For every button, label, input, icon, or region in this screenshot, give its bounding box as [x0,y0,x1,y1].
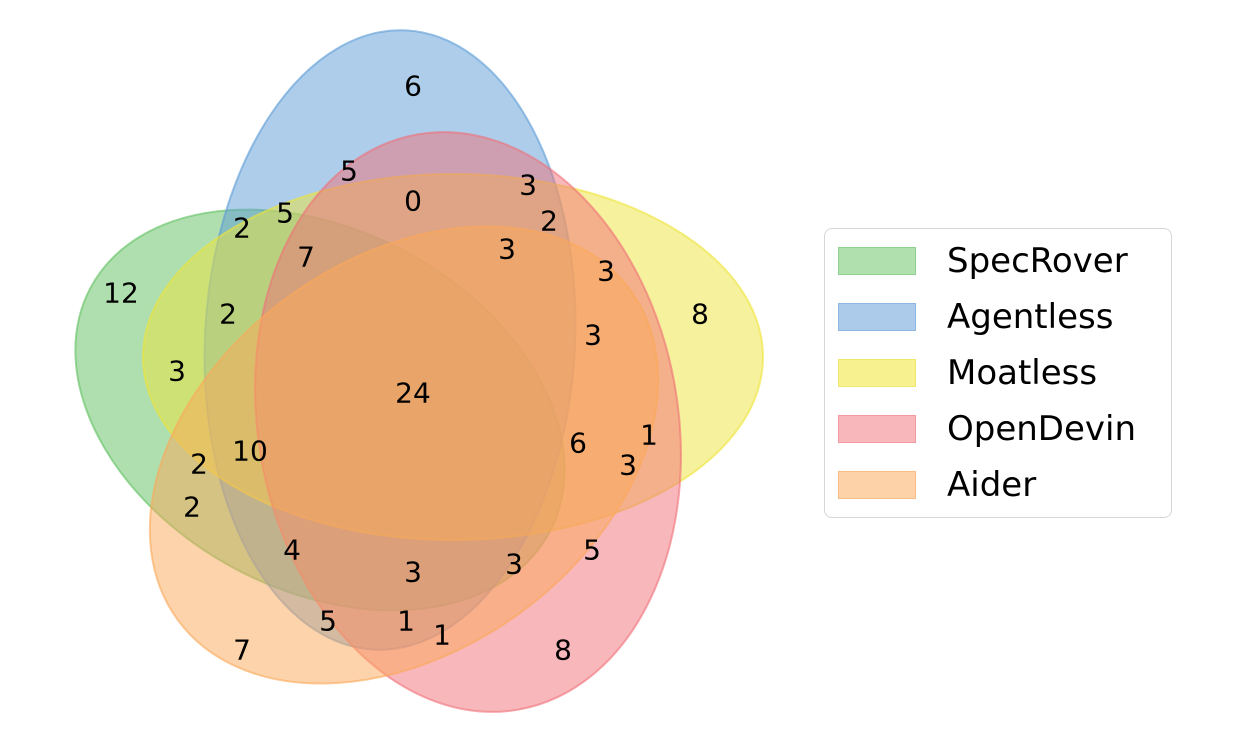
region-count-label: 3 [498,233,516,266]
legend-item-specrover: SpecRover [838,241,1128,281]
legend-label-aider: Aider [947,465,1037,505]
region-count-label: 3 [168,355,186,388]
legend-item-opendevin: OpenDevin [838,409,1136,449]
legend-item-moatless: Moatless [838,353,1097,393]
legend-label-opendevin: OpenDevin [947,409,1137,449]
region-count-label: 12 [103,277,139,310]
region-count-label: 4 [283,534,301,567]
region-count-label: 1 [433,619,451,652]
legend-item-aider: Aider [838,465,1036,505]
region-count-label: 24 [395,377,431,410]
region-count-label: 1 [640,419,658,452]
region-count-label: 7 [233,634,251,667]
legend-label-specrover: SpecRover [947,241,1128,281]
legend-swatch-opendevin [838,415,916,443]
region-count-label: 0 [404,185,422,218]
region-count-label: 3 [597,255,615,288]
region-count-label: 3 [619,449,637,482]
region-count-label: 2 [540,205,558,238]
region-count-label: 5 [276,197,294,230]
region-count-label: 5 [583,534,601,567]
legend-swatch-moatless [838,359,916,387]
region-count-label: 2 [233,212,251,245]
legend-item-agentless: Agentless [838,297,1113,337]
region-count-label: 5 [319,605,337,638]
region-count-label: 2 [190,448,208,481]
legend-swatch-agentless [838,303,916,331]
legend-swatch-specrover [838,247,916,275]
legend: SpecRover Agentless Moatless OpenDevin A… [824,228,1172,518]
region-count-label: 10 [232,435,268,468]
legend-label-moatless: Moatless [947,353,1098,393]
region-count-label: 1 [397,605,415,638]
legend-swatch-aider [838,471,916,499]
region-count-label: 2 [219,298,237,331]
legend-label-agentless: Agentless [947,297,1114,337]
region-count-label: 5 [340,155,358,188]
region-count-label: 6 [569,427,587,460]
region-count-label: 8 [691,298,709,331]
region-count-label: 3 [519,169,537,202]
region-count-label: 7 [297,241,315,274]
region-count-label: 2 [183,491,201,524]
region-count-label: 3 [584,319,602,352]
region-count-label: 6 [404,70,422,103]
region-count-label: 8 [554,634,572,667]
region-count-label: 3 [404,556,422,589]
ellipse-aider [148,225,660,685]
set-ellipses [74,29,764,713]
region-count-label: 3 [505,548,523,581]
